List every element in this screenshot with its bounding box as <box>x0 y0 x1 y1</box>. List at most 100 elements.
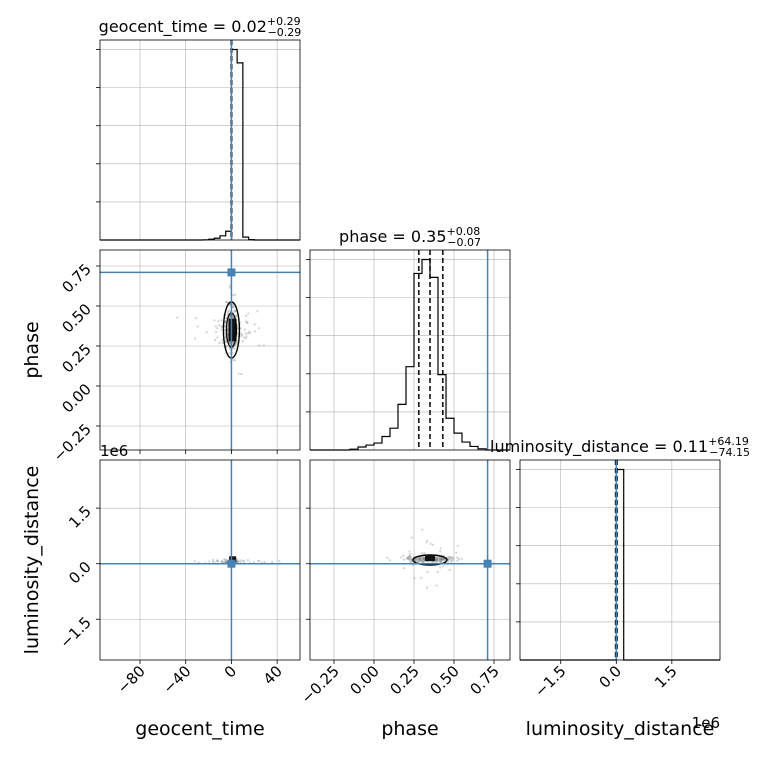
scatter-point <box>421 528 424 531</box>
scatter-point <box>407 555 410 558</box>
scatter-point <box>408 559 411 562</box>
xtick-label-phase-3: 0.50 <box>426 662 462 698</box>
scatter-point <box>450 555 453 558</box>
scatter-point <box>439 550 442 553</box>
scatter-point <box>438 557 441 560</box>
scatter-point <box>418 557 421 561</box>
scatter-point <box>216 560 219 563</box>
scatter-point <box>246 559 249 562</box>
scatter-point <box>421 556 425 559</box>
scatter-point <box>409 552 412 556</box>
xtick-label-geo-2: 0 <box>221 662 240 681</box>
scatter-point <box>429 542 432 545</box>
hist-geocent-time-frame <box>99 39 301 241</box>
scatter-ld-phase-density <box>425 555 435 561</box>
scatter-point <box>227 309 230 312</box>
scatter-point <box>232 294 235 297</box>
scatter-point <box>224 329 227 332</box>
scatter-point <box>455 551 458 554</box>
scatter-point <box>446 560 450 563</box>
scatter-ld-phase-frame <box>309 459 511 661</box>
xlabel-phase: phase <box>381 718 438 740</box>
hist-phase-frame <box>309 249 511 451</box>
scatter-point <box>440 558 444 561</box>
scatter-point <box>195 316 198 320</box>
scatter-point <box>220 325 223 328</box>
xtick-label-geo-0: −80 <box>114 662 149 697</box>
scatter-point <box>437 559 440 562</box>
scatter-point <box>440 556 443 560</box>
scatter-point <box>439 557 443 560</box>
scatter-point <box>277 559 281 562</box>
scatter-point <box>408 555 411 558</box>
scatter-point <box>422 558 426 562</box>
scatter-point <box>220 319 223 322</box>
scatter-point <box>224 320 227 323</box>
scatter-point <box>214 325 217 328</box>
scatter-point <box>442 557 445 561</box>
scatter-point <box>224 325 227 328</box>
scatter-point <box>231 237 234 240</box>
scatter-point <box>436 557 439 561</box>
scatter-point <box>452 556 455 560</box>
scatter-point <box>438 558 441 561</box>
scatter-point <box>224 560 227 563</box>
scatter-point <box>400 556 403 559</box>
scatter-point <box>245 335 248 338</box>
scatter-point <box>220 561 224 564</box>
scatter-point <box>425 541 428 544</box>
ytick-label-phase-0: −0.25 <box>50 420 95 465</box>
scatter-point <box>386 556 389 560</box>
scatter-point <box>216 327 219 330</box>
scatter-point <box>213 561 216 564</box>
scatter-point <box>423 560 426 564</box>
scatter-point <box>439 560 442 563</box>
scatter-point <box>237 372 240 375</box>
scatter-point <box>239 559 242 562</box>
scatter-point <box>435 557 438 561</box>
scatter-point <box>235 315 238 318</box>
scatter-point <box>422 556 426 560</box>
xtick-label-ld-2: 1.5 <box>651 662 681 692</box>
scatter-point <box>435 556 438 559</box>
scatter-point <box>407 557 411 561</box>
scatter-point <box>228 347 232 350</box>
scatter-point <box>447 558 450 561</box>
scatter-point <box>440 559 443 563</box>
scatter-point <box>436 556 439 559</box>
ytick-label-phase-2: 0.25 <box>58 340 94 376</box>
scatter-point <box>440 557 443 560</box>
scatter-point <box>241 333 244 336</box>
scatter-point <box>423 552 426 555</box>
scatter-point <box>196 325 199 328</box>
scatter-point <box>225 300 228 304</box>
scatter-point <box>248 331 252 335</box>
hist-geocent-time-histogram <box>100 48 300 241</box>
scatter-point <box>241 339 244 343</box>
scatter-point <box>460 557 464 560</box>
xlabel-geocent-time: geocent_time <box>135 718 264 740</box>
scatter-point <box>436 559 439 562</box>
scatter-point <box>402 554 405 557</box>
scatter-ld-phase-truth-marker <box>483 559 492 568</box>
scatter-point <box>451 558 454 562</box>
scatter-point <box>421 560 424 563</box>
scatter-point <box>228 317 231 320</box>
scatter-point <box>419 558 422 561</box>
scatter-point <box>228 352 231 355</box>
scatter-ld-geo-points <box>193 558 282 567</box>
scatter-point <box>402 558 406 561</box>
scatter-point <box>226 311 229 314</box>
scatter-point <box>213 338 216 341</box>
scatter-point <box>221 339 224 342</box>
scatter-point <box>439 560 442 563</box>
scatter-point <box>237 560 240 563</box>
scatter-point <box>247 312 250 315</box>
scatter-point <box>423 558 426 561</box>
scatter-point <box>223 558 226 561</box>
scatter-point <box>456 556 459 559</box>
scatter-point <box>193 560 196 563</box>
hist-geocent-time-title: geocent_time = 0.02+0.29 −0.29 <box>99 15 302 39</box>
scatter-point <box>435 560 438 563</box>
